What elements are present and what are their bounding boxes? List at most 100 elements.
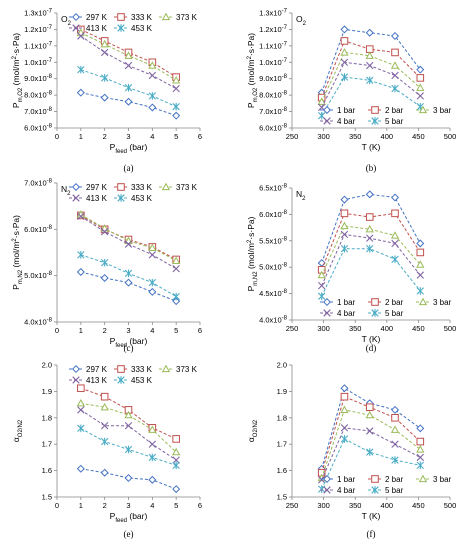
data-point — [76, 267, 85, 276]
chart-panel-a: 0 1 2 3 4 5 6 6.0x10-8 7.0x10-8 8.0x10-8 9.0x10-8 1… — [11, 9, 202, 174]
data-point — [317, 97, 326, 105]
data-point — [391, 414, 399, 422]
data-point — [365, 410, 374, 419]
data-point — [340, 230, 349, 239]
y-tick-label: 5.0x10-8 — [259, 263, 288, 272]
series-line — [321, 438, 421, 490]
x-tick-label: 450 — [412, 501, 425, 510]
x-axis-label: Pfeed (bar) — [110, 511, 148, 524]
legend-label: 333 K — [131, 365, 153, 374]
y-tick-label: 5.5x10-8 — [259, 236, 288, 245]
data-point — [365, 403, 374, 412]
legend-label: 4 bar — [337, 486, 356, 495]
data-point — [391, 48, 399, 57]
x-tick-label: 0 — [55, 132, 59, 141]
data-point — [100, 402, 109, 411]
legend-label: 1 bar — [337, 475, 356, 484]
data-point — [416, 461, 424, 470]
x-tick-label: 250 — [286, 132, 299, 141]
legend-label: 2 bar — [385, 475, 404, 484]
legend-label: 3 bar — [433, 298, 452, 307]
data-point — [317, 270, 326, 279]
legend-marker — [161, 182, 171, 191]
series-5-bar — [318, 435, 424, 493]
data-point — [391, 71, 399, 80]
data-point — [100, 392, 109, 401]
data-point — [77, 212, 85, 221]
x-tick-label: 300 — [317, 501, 330, 510]
legend-label: 333 K — [131, 13, 153, 22]
y-tick-label: 2.0 — [42, 361, 52, 370]
legend: 297 K 333 K 373 K 413 K 453 K — [69, 364, 198, 385]
data-point — [391, 193, 400, 202]
y-tick-label: 1.9 — [42, 387, 52, 396]
data-point — [148, 71, 157, 80]
data-point — [124, 51, 133, 59]
data-point — [340, 435, 349, 443]
y-tick-label: 6.0x10-8 — [259, 124, 288, 133]
data-point — [148, 103, 157, 112]
series-453-K — [77, 251, 180, 301]
data-point — [172, 456, 180, 464]
y-tick-label: 8.0x10-8 — [259, 91, 288, 100]
data-point — [340, 73, 349, 81]
x-axis-label: T (K) — [362, 334, 381, 344]
series-1-bar — [317, 384, 425, 473]
series-5-bar — [318, 73, 424, 120]
data-point — [100, 437, 109, 446]
panel-label: (e) — [124, 529, 134, 539]
legend-marker — [71, 364, 81, 374]
x-tick-label: 500 — [444, 324, 457, 333]
series-453-K — [77, 65, 180, 111]
y-tick-label: 1.1x10-7 — [24, 41, 53, 50]
data-point — [340, 58, 349, 66]
data-point — [172, 84, 180, 93]
data-point — [340, 221, 349, 230]
legend: 297 K 333 K 373 K 413 K 453 K — [69, 182, 198, 203]
x-tick-label: 3 — [126, 132, 130, 141]
legend-marker — [371, 298, 379, 306]
data-point — [172, 265, 180, 273]
data-point — [172, 297, 181, 306]
x-tick-label: 450 — [412, 324, 425, 333]
legend-label: 453 K — [131, 194, 153, 203]
x-tick-label: 400 — [381, 324, 394, 333]
data-point — [416, 92, 424, 100]
data-point — [416, 260, 425, 268]
legend-marker — [371, 117, 379, 125]
x-tick-label: 300 — [317, 324, 330, 333]
data-point — [365, 51, 374, 59]
data-point — [100, 258, 109, 267]
x-tick-label: 2 — [103, 132, 107, 141]
data-point — [340, 37, 349, 45]
data-point — [340, 384, 349, 393]
data-point — [340, 244, 349, 253]
legend-marker — [117, 24, 125, 32]
data-point — [366, 61, 374, 70]
y-tick-label: 1.9 — [277, 387, 287, 396]
data-point — [100, 93, 109, 102]
data-point — [172, 461, 180, 470]
panel-label: (d) — [366, 343, 377, 353]
y-tick-label: 6.0x10-8 — [259, 210, 288, 219]
data-point — [77, 406, 85, 414]
data-point — [416, 287, 424, 295]
legend-label: 3 bar — [433, 106, 452, 115]
data-point — [148, 92, 157, 100]
y-axis-label: Pm,N2 (mol/m2·s·Pa) — [246, 216, 259, 291]
chart-panel-e: 0 1 2 3 4 5 6 1.5 1.6 1.7 1.8 1.9 2.0 Pfeed (bar) αO2/… — [11, 361, 202, 540]
data-point — [365, 224, 374, 233]
x-axis-label: T (K) — [362, 511, 381, 521]
y-tick-label: 4.0x10-8 — [259, 316, 288, 325]
data-point — [390, 231, 400, 239]
legend-marker — [72, 24, 80, 32]
data-point — [391, 456, 399, 464]
y-tick-label: 1.1x10-7 — [259, 41, 288, 50]
legend-marker — [323, 117, 331, 125]
y-tick-label: 7.0x10-8 — [259, 107, 288, 116]
data-point — [124, 410, 133, 419]
data-point — [172, 102, 180, 111]
panel-label: (f) — [367, 529, 376, 539]
data-point — [124, 240, 133, 248]
